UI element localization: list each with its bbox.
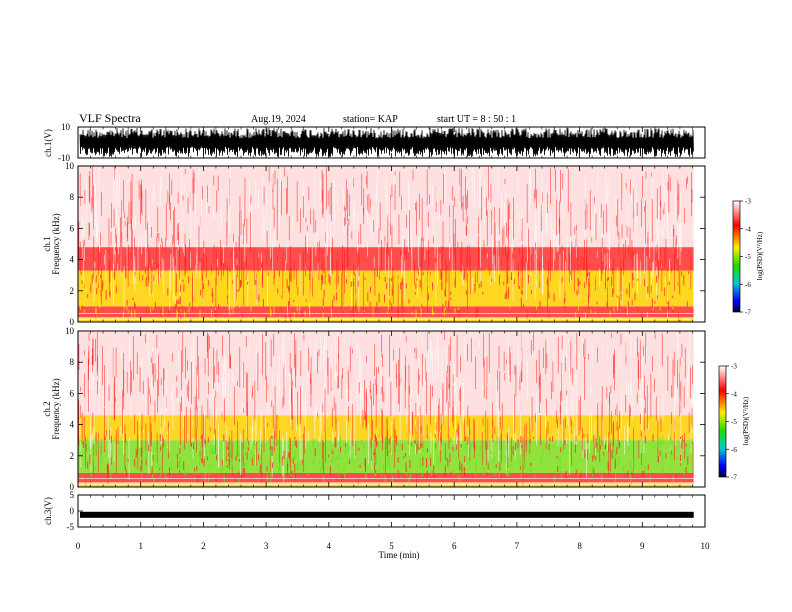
xtick-label-6: 6 bbox=[452, 541, 457, 551]
ch1-spectrogram-ylabel-ch: ch.1 bbox=[42, 236, 52, 251]
ch1-spectrogram-ticklabel-5: 10 bbox=[65, 161, 75, 171]
ch2-spectrogram-ylabel: Frequency (kHz) bbox=[51, 378, 61, 439]
xtick-label-0: 0 bbox=[76, 541, 81, 551]
ch2-colorbar-label: log(PSD)(V²/Hz) bbox=[742, 396, 750, 445]
xtick-label-5: 5 bbox=[389, 541, 394, 551]
ch1-spectrogram-ticklabel-1: 2 bbox=[70, 286, 75, 296]
spectrogram-texture bbox=[78, 166, 694, 323]
ch1-spectrogram-ticklabel-0: 0 bbox=[70, 317, 75, 327]
time-axis-label: Time (min) bbox=[379, 550, 420, 560]
ch1-spectrogram-image bbox=[78, 166, 705, 323]
ch2-colorbar-ticklabel-4: -7 bbox=[731, 474, 737, 482]
ch3-yticks: 5 0 -5 bbox=[67, 490, 83, 532]
ch3-waveform-panel: 5 0 -5 ch.3(V) bbox=[43, 490, 706, 532]
ch2-spectrogram-ticklabel-2: 4 bbox=[70, 420, 75, 430]
ch1-waveform-ylabel: ch.1(V) bbox=[43, 129, 53, 157]
ch2-spectrogram-panel: 0 2 4 6 8 10 ch.2 Frequency (kHz) bbox=[42, 326, 706, 492]
ch2-spectrogram-ticklabel-1: 2 bbox=[70, 451, 75, 461]
xtick-label-10: 10 bbox=[701, 541, 711, 551]
xtick-label-7: 7 bbox=[515, 541, 520, 551]
ch2-spectrogram-yticks: 0 2 4 6 8 10 bbox=[65, 326, 705, 492]
ch2-colorbar-ticklabel-1: -4 bbox=[731, 390, 737, 398]
xtick-label-9: 9 bbox=[640, 541, 645, 551]
xtick-label-8: 8 bbox=[577, 541, 582, 551]
ch1-colorbar-ticklabel-1: -4 bbox=[745, 225, 751, 233]
spectrogram-texture bbox=[78, 331, 694, 486]
spectrogram-band-4 bbox=[78, 331, 694, 416]
ch1-colorbar-ticks: -3 -4 -5 -6 -7 bbox=[740, 198, 751, 317]
ch3-waveform-ylabel: ch.3(V) bbox=[43, 497, 53, 525]
ch1-spectrogram-yticks: 0 2 4 6 8 10 bbox=[65, 161, 705, 327]
ch1-spectrogram-ticklabel-3: 6 bbox=[70, 223, 75, 233]
station-label: station= KAP bbox=[343, 114, 398, 125]
ch1-ytick-top: 10 bbox=[61, 122, 71, 132]
ch1-colorbar-label: log(PSD)(V²/Hz) bbox=[756, 231, 764, 280]
ch1-spectrogram-ticklabel-2: 4 bbox=[70, 255, 75, 265]
xtick-label-2: 2 bbox=[201, 541, 206, 551]
ch2-spectrogram-ticklabel-3: 6 bbox=[70, 388, 75, 398]
ch2-colorbar-ticklabel-3: -6 bbox=[731, 446, 737, 454]
start-time-label: start UT = 8 : 50 : 1 bbox=[437, 114, 516, 125]
ch2-colorbar-ticklabel-0: -3 bbox=[731, 363, 737, 371]
ch1-ytick-bottom: -10 bbox=[58, 153, 70, 163]
spectrogram-blank bbox=[693, 166, 705, 322]
ch1-spectrogram-panel: 0 2 4 6 8 10 ch.1 Frequency (kHz) bbox=[42, 161, 706, 327]
ch2-spectrogram-ticklabel-0: 0 bbox=[70, 482, 75, 492]
ch1-colorbar-ticklabel-2: -5 bbox=[745, 253, 751, 261]
ch2-spectrogram-image bbox=[78, 331, 705, 487]
ch1-colorbar: -3 -4 -5 -6 -7 log(PSD)(V²/Hz) bbox=[732, 198, 764, 317]
ch1-colorbar-ticklabel-0: -3 bbox=[745, 198, 751, 206]
date-label: Aug.19, 2024 bbox=[251, 114, 306, 125]
spectrogram-band-1 bbox=[78, 472, 694, 483]
time-axis: 0 1 2 3 4 5 6 7 8 9 10 bbox=[76, 127, 710, 551]
ch1-spectrogram-ylabel: Frequency (kHz) bbox=[51, 213, 61, 274]
ch1-spectrogram-ticklabel-4: 8 bbox=[70, 192, 75, 202]
ch3-waveform-trace bbox=[80, 511, 694, 518]
ch2-colorbar-ticklabel-2: -5 bbox=[731, 418, 737, 426]
xtick-label-1: 1 bbox=[138, 541, 143, 551]
ch1-waveform-line bbox=[79, 127, 694, 158]
ch3-ticklabel-2: -5 bbox=[67, 522, 75, 532]
ch3-ticklabel-1: 0 bbox=[70, 506, 75, 516]
ch1-waveform-trace bbox=[79, 127, 694, 158]
ch1-colorbar-ticklabel-4: -7 bbox=[745, 309, 751, 317]
spectrogram-blank bbox=[693, 331, 705, 487]
spectrogram-band-1 bbox=[78, 306, 694, 318]
ch1-waveform-panel: 10 -10 ch.1(V) bbox=[43, 122, 706, 163]
xtick-label-3: 3 bbox=[264, 541, 269, 551]
figure-title: VLF Spectra bbox=[79, 111, 141, 125]
ch1-colorbar-ticklabel-3: -6 bbox=[745, 281, 751, 289]
ch2-spectrogram-ticklabel-4: 8 bbox=[70, 357, 75, 367]
ch2-spectrogram-ticklabel-5: 10 bbox=[65, 326, 75, 336]
ch2-colorbar: -3 -4 -5 -6 -7 log(PSD)(V²/Hz) bbox=[718, 363, 750, 482]
ch2-spectrogram-ylabel-ch: ch.2 bbox=[42, 401, 52, 416]
ch3-ticklabel-0: 5 bbox=[70, 490, 75, 500]
ch2-colorbar-ticks: -3 -4 -5 -6 -7 bbox=[726, 363, 737, 482]
xtick-label-4: 4 bbox=[327, 541, 332, 551]
